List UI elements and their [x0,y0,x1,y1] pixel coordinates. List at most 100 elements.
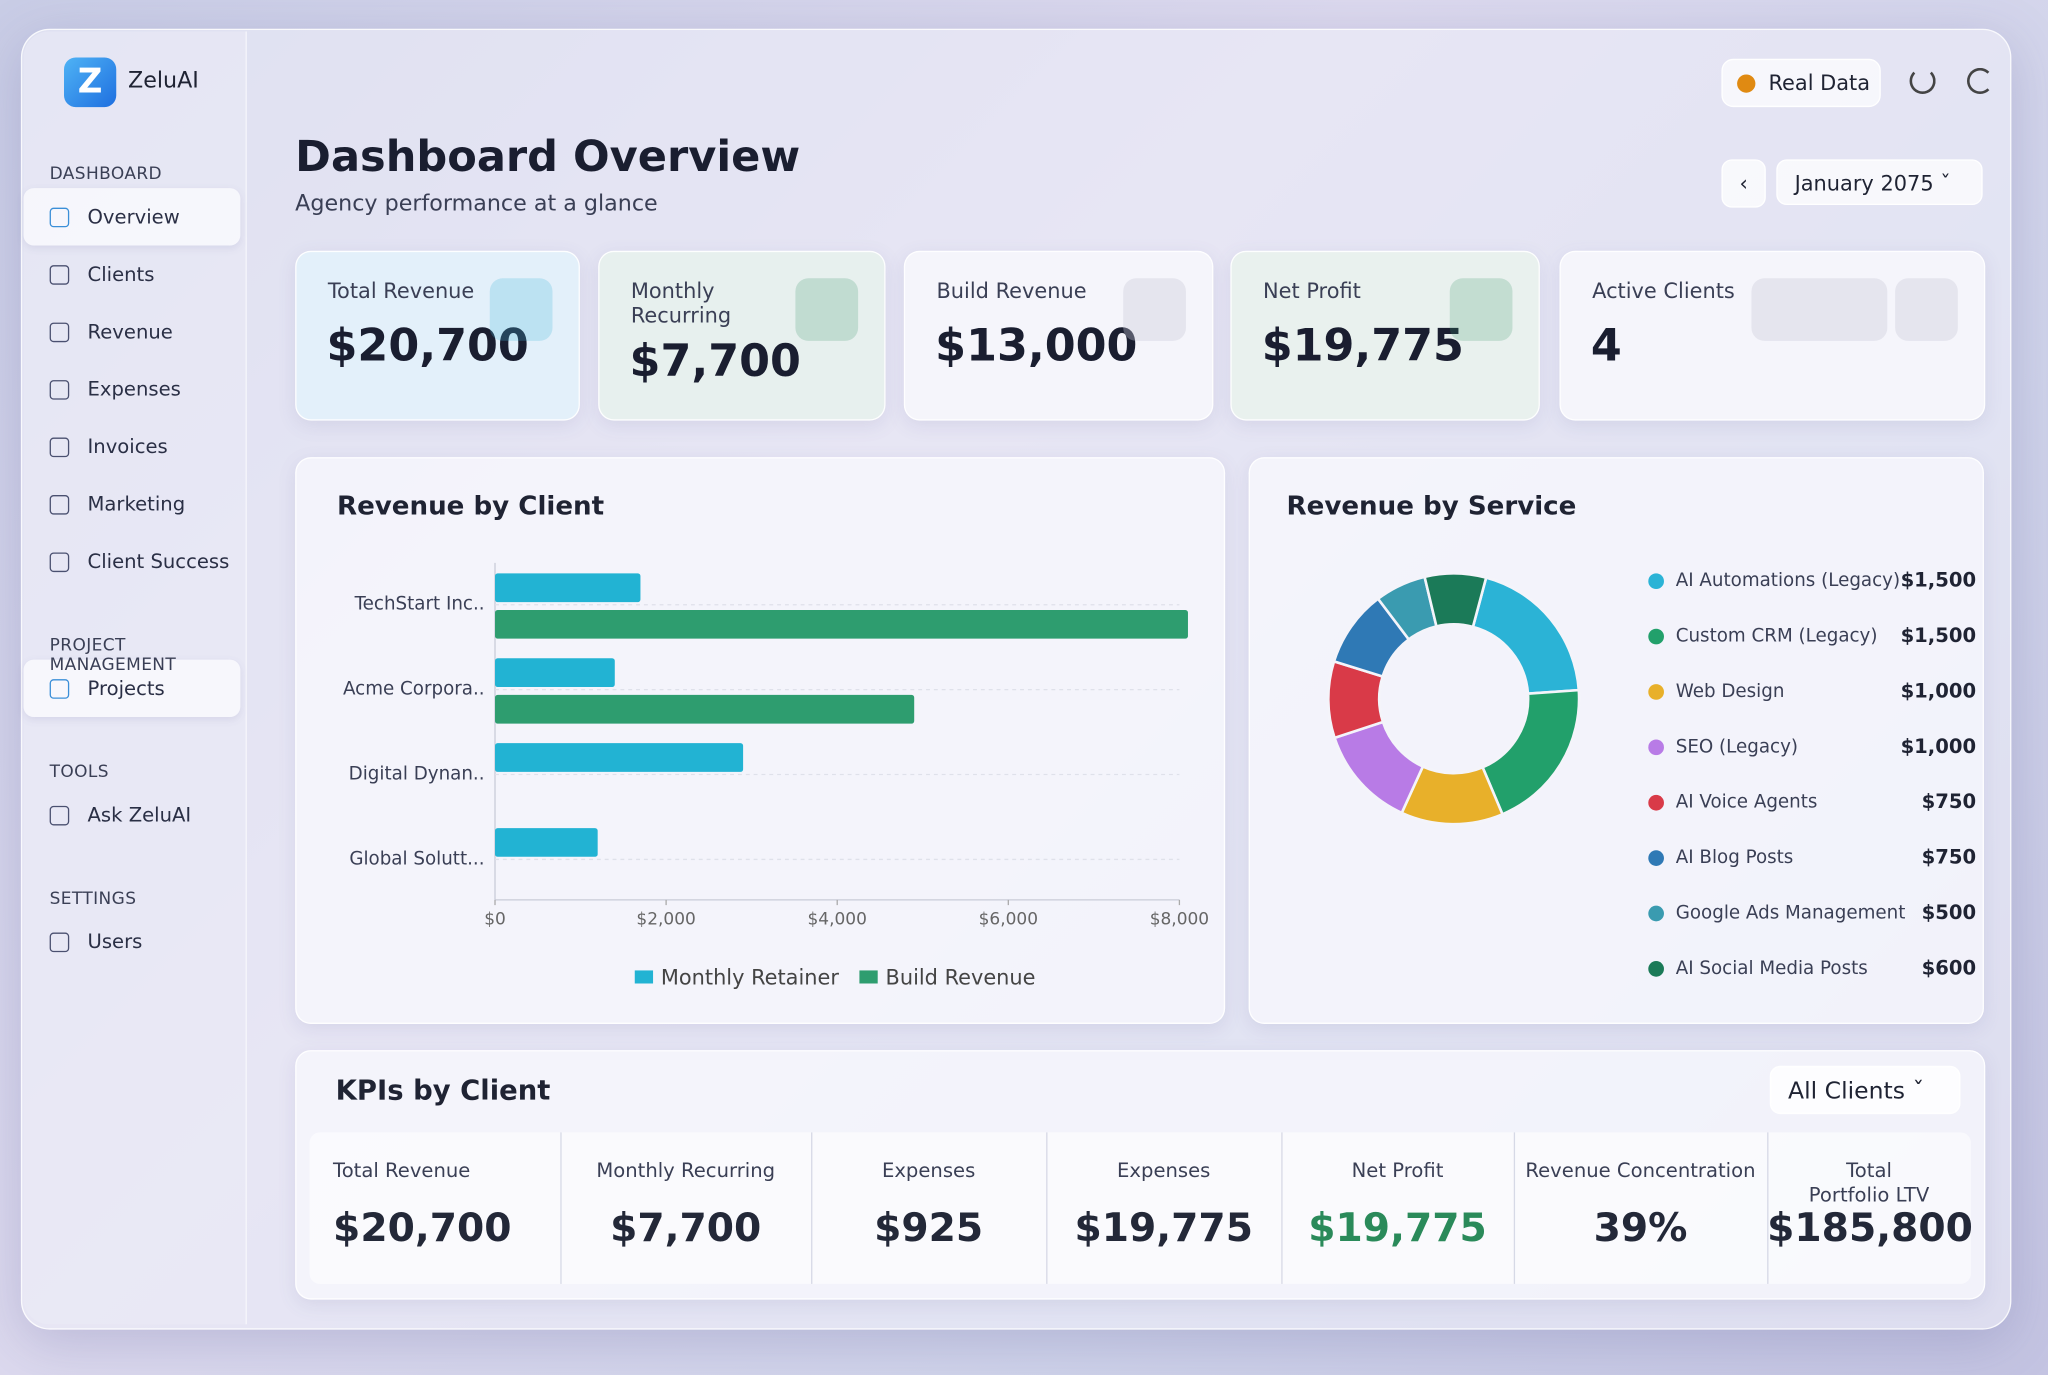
real-data-toggle[interactable]: Real Data [1721,58,1881,108]
x-tick-label: $2,000 [636,909,695,929]
y-tick-label: TechStart Inc.. [354,594,485,615]
x-tick-label: $8,000 [1150,909,1209,929]
value-label: $750 [1922,846,1977,869]
bar [495,573,641,603]
refresh-button[interactable] [1909,67,1936,95]
legend-label: AI Automations (Legacy) [1676,570,1900,591]
x-tick-label: $4,000 [808,909,867,929]
value-label: $1,000 [1901,735,1977,758]
kpi-panel: KPIs by Client All Clients ˇ Total Reven… [295,1050,1986,1300]
kpi-value: $7,700 [610,1205,762,1252]
nav-icon [49,321,70,342]
nav-item[interactable]: Marketing [24,475,241,532]
nav-icon [49,678,70,699]
stat-card: Net Profit $19,775 [1230,250,1540,421]
kpi-value: $19,775 [1308,1205,1487,1252]
value-label: $600 [1922,956,1977,979]
logo: Z [63,57,117,108]
legend-dot [1648,794,1664,811]
stat-value: $19,775 [1261,319,1464,373]
legend-label: Google Ads Management [1676,902,1906,923]
value-label: $1,500 [1901,569,1977,592]
kpi-value: 39% [1593,1205,1688,1252]
legend-label: AI Voice Agents [1676,792,1818,813]
divider [1046,1132,1048,1284]
nav-label: Ask ZeluAI [87,803,192,827]
x-tick-label: $6,000 [979,909,1038,929]
page-title: Dashboard Overview [295,130,801,182]
legend-label: Build Revenue [886,965,1036,989]
nav-item[interactable]: Invoices [24,418,241,475]
stat-icon [1123,278,1186,341]
client-filter[interactable]: All Clients ˇ [1769,1065,1961,1115]
chart-title: Revenue by Service [1287,491,1577,521]
donut-slice [1471,576,1581,696]
bar [495,658,615,688]
prev-month[interactable]: ‹ [1721,159,1766,208]
nav-item[interactable]: Projects [23,659,241,718]
kpi-label: Net Profit [1351,1158,1444,1183]
nav-item[interactable]: Ask ZeluAI [24,786,241,843]
nav-label: Users [87,929,143,954]
nav-item[interactable]: Client Success [24,533,241,590]
legend-dot [1648,573,1664,590]
nav-section-title: SETTINGS [49,889,137,910]
stat-label: Build Revenue [936,278,1087,304]
nav-label: Clients [87,262,155,287]
stat-label: Net Profit [1262,278,1361,304]
nav-item[interactable]: Users [24,913,241,970]
nav-label: Revenue [87,319,173,344]
kpi-label: Total Portfolio LTV [1808,1158,1930,1207]
nav-label: Projects [87,676,165,701]
divider [1767,1132,1769,1284]
page-subtitle: Agency performance at a glance [295,190,658,217]
nav-item[interactable]: Expenses [24,360,241,417]
nav-section-title: PROJECT MANAGEMENT [49,636,177,676]
stat-icon [795,278,859,341]
value-label: $1,000 [1901,679,1977,702]
stat-icon [1449,278,1513,341]
divider [811,1132,813,1284]
divider [560,1132,562,1284]
nav-label: Client Success [87,549,230,574]
month-select[interactable]: January 2075 ˇ [1776,159,1983,206]
bar [495,694,915,724]
nav-item[interactable]: Overview [23,188,241,246]
legend-dot [1648,628,1664,645]
stat-value: 4 [1590,319,1622,373]
legend-dot [1648,850,1664,866]
chart-title: Revenue by Client [337,491,604,521]
nav-item[interactable]: Revenue [24,303,241,360]
donut-slice [1423,572,1488,629]
legend-label: Custom CRM (Legacy) [1676,626,1878,647]
nav-icon [49,207,70,227]
kpi-row: Total Revenue $20,700 Monthly Recurring $7,… [309,1132,1973,1284]
badge-text: Real Data [1768,70,1871,96]
stat-icon [489,278,553,341]
legend-swatch [634,970,654,984]
y-tick-label: Global Solutt... [349,848,484,869]
logout-button[interactable] [1966,67,1994,95]
stat-label: Total Revenue [327,278,475,304]
stat-label: Active Clients [1592,278,1735,304]
legend-label: AI Blog Posts [1676,847,1794,868]
bar-chart: Revenue by Client $0 $2,000 $4,000 $6,000 $8,… [337,491,1209,989]
nav-item[interactable]: Clients [24,246,241,303]
divider [1281,1132,1283,1284]
month-label: January 2075 [1794,171,1934,196]
legend-label: AI Social Media Posts [1676,958,1868,979]
kpi-label: Expenses [1117,1158,1211,1183]
filter-label: All Clients [1788,1077,1905,1105]
nav-icon [49,551,70,572]
stat-value: $20,700 [326,319,529,373]
stat-card: Build Revenue $13,000 [903,250,1214,421]
nav-label: Marketing [87,492,186,516]
kpi-label: Expenses [881,1158,976,1183]
legend-dot [1648,961,1664,977]
stat-card: Monthly Recurring $7,700 [598,250,886,421]
kpi-value: $925 [874,1205,984,1252]
nav: DASHBOARD Overview Clients Revenue Expenses I… [23,129,246,970]
donut-chart: Revenue by Service AI Automations (Legacy… [1287,491,1977,979]
kpi-label: Total Revenue [333,1158,471,1183]
nav-icon [49,494,70,514]
